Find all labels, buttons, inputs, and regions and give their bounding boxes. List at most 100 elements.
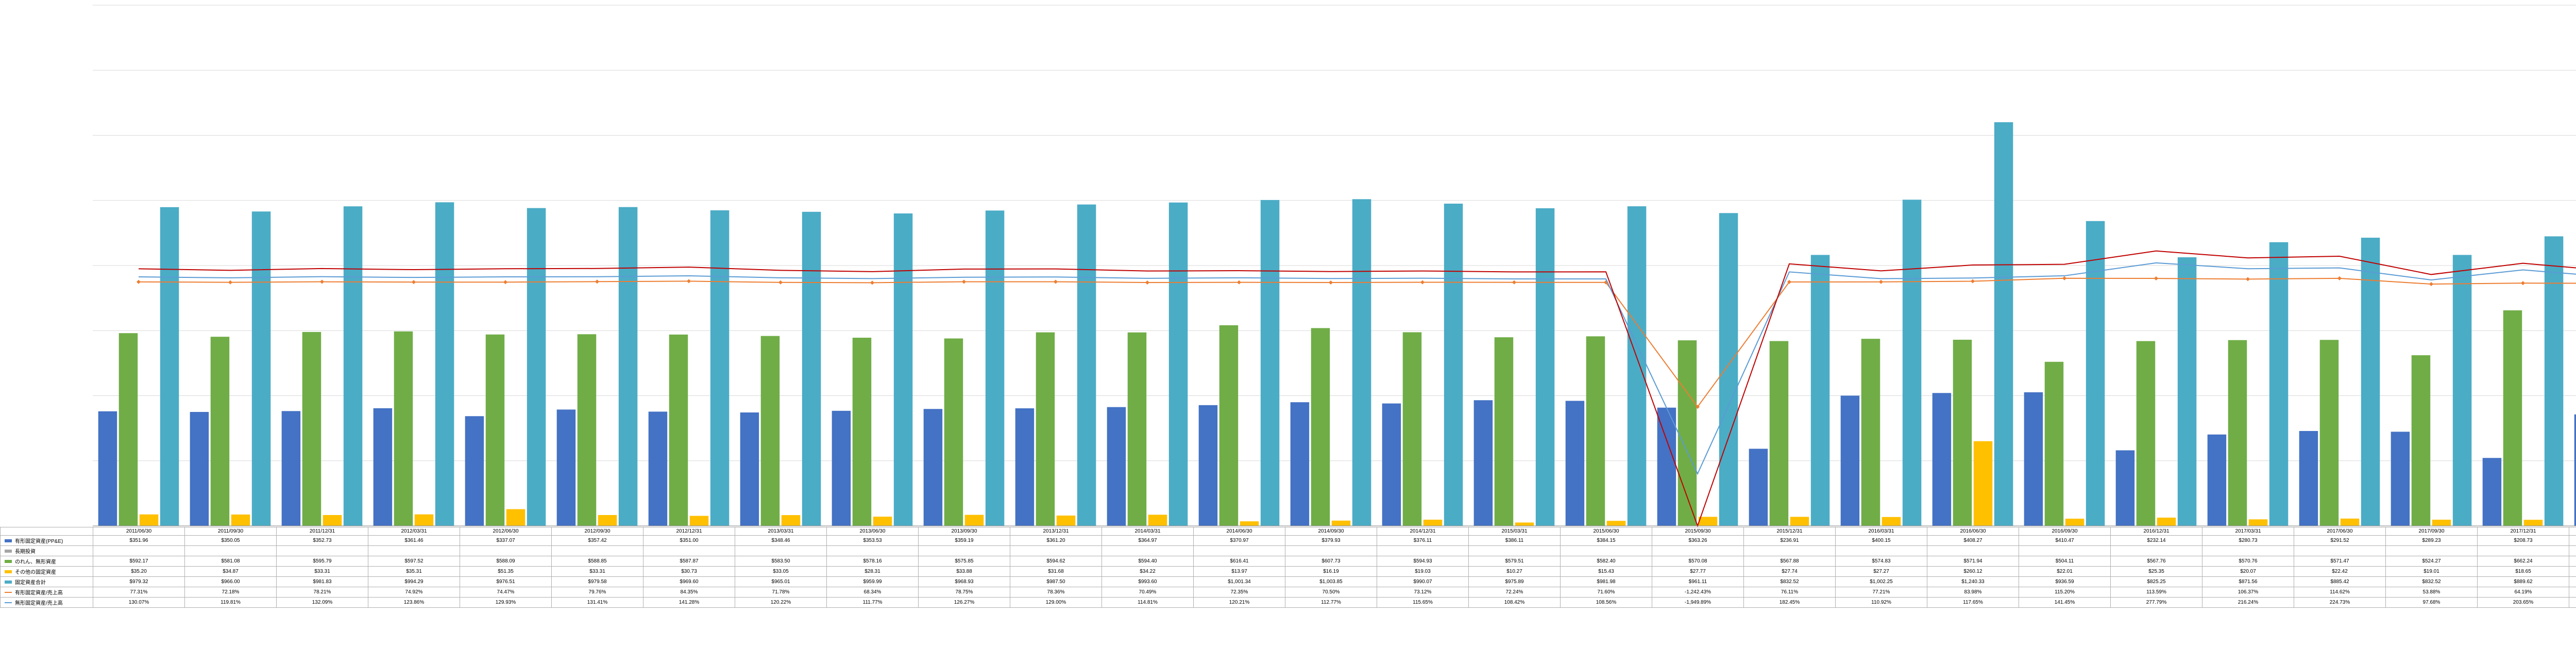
data-cell: $587.87 <box>643 556 735 567</box>
bar-fixed_total <box>1719 213 1738 526</box>
row-label-goodwill: のれん、無形資産 <box>1 556 93 567</box>
data-cell: 216.24% <box>2202 598 2294 608</box>
data-table: 2011/06/302011/09/302011/12/312012/03/31… <box>0 527 2576 608</box>
bar-fixed_total <box>1261 200 1279 526</box>
data-cell: $594.40 <box>1102 556 1194 567</box>
bar-other_fixed <box>2249 519 2267 526</box>
data-cell: 97.68% <box>2386 598 2478 608</box>
data-cell: $35.20 <box>93 567 185 577</box>
data-cell: $342.49 <box>2569 536 2576 546</box>
data-cell: 203.65% <box>2478 598 2569 608</box>
data-cell <box>1744 546 1836 556</box>
data-cell: $570.76 <box>2202 556 2294 567</box>
bar-goodwill <box>2320 340 2338 526</box>
data-cell: $34.87 <box>185 567 277 577</box>
data-cell: $616.41 <box>1194 556 1285 567</box>
bar-goodwill <box>2045 362 2063 526</box>
bar-ppe <box>1566 401 1584 526</box>
bar-goodwill <box>2503 310 2522 526</box>
data-cell: $968.93 <box>919 577 1010 587</box>
data-cell: 77.31% <box>93 587 185 598</box>
data-cell: $351.00 <box>643 536 735 546</box>
data-cell: 115.20% <box>2019 587 2111 598</box>
data-cell: $936.59 <box>2019 577 2111 587</box>
data-cell: 132.09% <box>277 598 368 608</box>
bar-fixed_total <box>1444 204 1463 526</box>
bar-goodwill <box>578 334 596 526</box>
data-cell: $20.07 <box>2202 567 2294 577</box>
bar-fixed_total <box>710 210 729 526</box>
bar-goodwill <box>2228 340 2247 526</box>
swatch-icon <box>5 560 12 563</box>
data-cell: $370.97 <box>1194 536 1285 546</box>
bar-fixed_total <box>2453 255 2471 526</box>
data-cell: $384.15 <box>1561 536 1652 546</box>
data-cell: 130.07% <box>93 598 185 608</box>
data-cell: $352.73 <box>277 536 368 546</box>
period-header: 2018/03/31 <box>2569 527 2576 536</box>
data-cell: 74.92% <box>368 587 460 598</box>
period-header: 2016/12/31 <box>2111 527 2202 536</box>
bar-other_fixed <box>965 515 984 526</box>
data-cell <box>1561 546 1652 556</box>
data-cell: $575.85 <box>919 556 1010 567</box>
data-cell: $359.19 <box>919 536 1010 546</box>
bar-goodwill <box>1219 325 1238 526</box>
bar-fixed_total <box>2086 221 2105 526</box>
data-cell: $1,002.25 <box>1836 577 1927 587</box>
data-cell: $969.60 <box>643 577 735 587</box>
data-cell <box>93 546 185 556</box>
data-cell: $410.47 <box>2019 536 2111 546</box>
data-cell: $965.01 <box>735 577 827 587</box>
bar-other_fixed <box>1974 441 1992 526</box>
bar-other_fixed <box>2157 518 2176 526</box>
bar-other_fixed <box>2432 520 2451 526</box>
data-cell: $51.35 <box>460 567 552 577</box>
bar-ppe <box>557 409 575 526</box>
bar-goodwill <box>669 335 688 526</box>
data-cell <box>460 546 552 556</box>
swatch-icon <box>5 602 12 603</box>
data-cell: $975.89 <box>1469 577 1561 587</box>
bar-ppe <box>1199 405 1217 526</box>
bar-ppe <box>2024 392 2043 526</box>
row-label-text: 無形固定資産/売上高 <box>15 601 63 606</box>
data-cell <box>643 546 735 556</box>
data-cell: $208.73 <box>2478 536 2569 546</box>
data-cell: $363.26 <box>1652 536 1744 546</box>
data-cell: $889.62 <box>2478 577 2569 587</box>
bar-other_fixed <box>323 515 342 526</box>
bar-goodwill <box>1128 333 1146 526</box>
data-cell: $15.43 <box>1561 567 1652 577</box>
row-label-text: 固定資産合計 <box>15 580 46 586</box>
data-cell: $348.46 <box>735 536 827 546</box>
bar-other_fixed <box>2341 519 2359 526</box>
bar-ppe <box>740 412 759 526</box>
bar-fixed_total <box>344 206 362 526</box>
data-cell: $1,240.33 <box>1927 577 2019 587</box>
bar-fixed_total <box>1169 203 1188 526</box>
data-cell <box>1194 546 1285 556</box>
bar-ppe <box>2116 450 2134 526</box>
bar-other_fixed <box>690 516 708 526</box>
period-header: 2017/12/31 <box>2478 527 2569 536</box>
table-row: 有形固定資産(PP&E)$351.96$350.05$352.73$361.46… <box>1 536 2576 546</box>
bar-other_fixed <box>140 515 158 526</box>
bar-other_fixed <box>598 515 617 526</box>
bar-fixed_total <box>2545 236 2563 526</box>
data-cell: 120.22% <box>735 598 827 608</box>
bar-other_fixed <box>415 515 433 526</box>
bar-ppe <box>190 412 209 526</box>
row-label-ppe: 有形固定資産(PP&E) <box>1 536 93 546</box>
bar-fixed_total <box>1077 205 1096 526</box>
data-cell: $28.31 <box>827 567 919 577</box>
data-cell: 131.41% <box>552 598 643 608</box>
bar-ppe <box>98 411 117 526</box>
period-header: 2013/03/31 <box>735 527 827 536</box>
data-cell: $979.32 <box>93 577 185 587</box>
data-cell <box>1377 546 1469 556</box>
data-cell <box>277 546 368 556</box>
data-cell <box>368 546 460 556</box>
data-cell: $594.62 <box>1010 556 1102 567</box>
period-header: 2013/06/30 <box>827 527 919 536</box>
